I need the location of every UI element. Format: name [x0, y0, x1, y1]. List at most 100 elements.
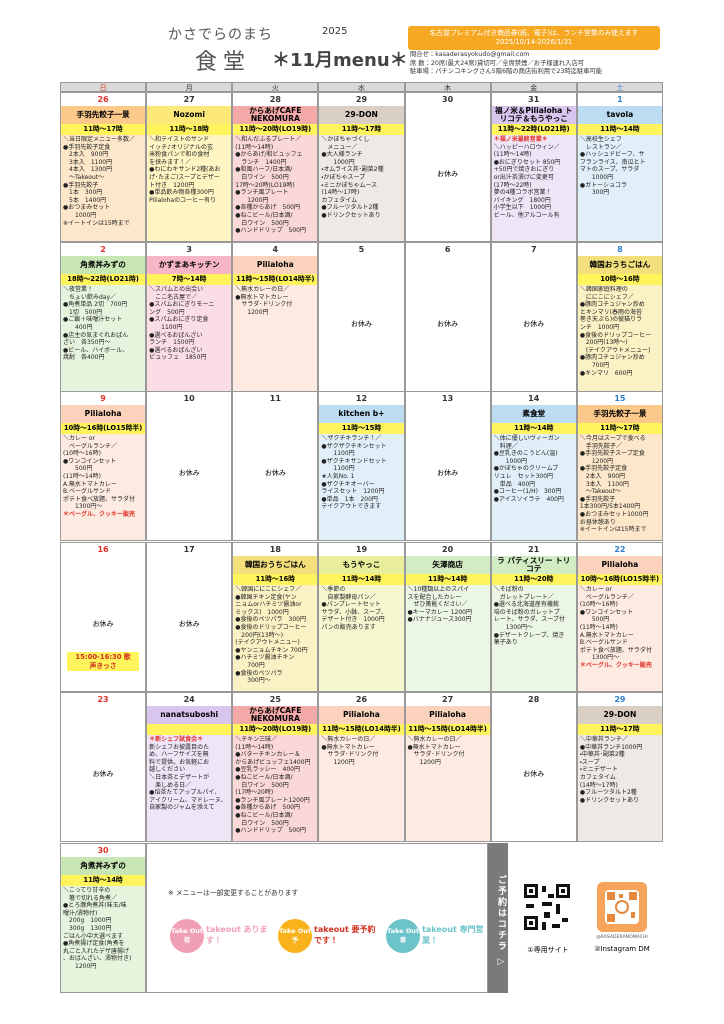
menu-line: or出汁茶漬けに変更可 — [493, 173, 554, 181]
menu-title: ＊11月menu＊ — [272, 50, 408, 71]
shop-name: nanatsuboshi — [147, 706, 232, 724]
hours: 18時～22時(LO21時) — [61, 274, 146, 285]
day-cell: 26 Pilialoha 11時～15時(LO14時半) ＼無水カレーの日／ ●無水トマ… — [318, 692, 405, 842]
menu-line: ●とろ豚角煮丼(味玉/味 — [63, 902, 127, 910]
day-cell: 22 Pilialoha 10時～16時(LO15時半) ＼カレー or ベーグルラン… — [576, 542, 663, 692]
menu-line: ●ビール、ハイボール、 — [63, 346, 129, 354]
menu-line: 300円～ — [235, 677, 271, 685]
menu-line: ミックス) 1000円 — [235, 608, 289, 616]
menu-line: ・オムライス丼･副菜2種 — [321, 166, 384, 174]
menu-line: ●ランチ風プレート1200円 — [235, 796, 310, 804]
date: 22 — [614, 545, 626, 554]
day-cell: 6 お休み — [404, 242, 491, 392]
day-cell: 30 角煮丼みずの 11時～14時 ＼こってり甘辛の 箸で切れる角煮／ ●とろ豚角煮丼(… — [60, 843, 147, 993]
menu-line: ●かぼちゃのクリームブ — [493, 465, 559, 473]
cell-background — [319, 434, 404, 540]
date: 2 — [100, 245, 106, 254]
menu-line: ここ名古屋で／ — [149, 293, 198, 301]
hours: 11時～14時 — [577, 124, 662, 135]
menu-line: ●フルーツタルト2種 — [321, 204, 379, 212]
date: 4 — [272, 245, 279, 254]
day-cell: 14 素食堂 11時～14時 ＼体に優しいヴィーガン 料理／ ●豆乳きのこうどん(温) … — [490, 391, 577, 541]
cell-background — [233, 135, 318, 241]
menu-line: ●ハンドドリップ 500円 — [235, 227, 306, 235]
menu-line: ＼そば粉の — [493, 586, 524, 593]
menu-line: ポテト食べ放題、サラダ付 — [579, 646, 652, 654]
cell-background — [405, 735, 490, 841]
date: 7 — [530, 245, 537, 254]
menu: ＼かぼちゃづくし メニュー／ ●大人様ランチ 1000円 ・オムライス丼･副菜2種・… — [321, 136, 402, 241]
menu-line: 300円 — [579, 189, 610, 197]
menu-line: ＼韓国家庭料理の — [579, 286, 628, 293]
menu-line: マトのスープ、サラダ — [579, 166, 640, 174]
cell-background — [147, 735, 232, 841]
shop-name: 福ノ米＆Pilialoha トリコテ＆もうやっこ — [491, 106, 576, 124]
cell-background — [61, 285, 146, 391]
menu-line: 1切 500円 — [63, 308, 103, 316]
menu-line: ●和風ハーフ/日本酒/ — [235, 166, 293, 174]
shop-name: Pilialoha — [233, 256, 318, 274]
menu-line: ●おつまみセット — [63, 204, 111, 212]
menu-line: ＼体に優しいヴィーガン — [493, 435, 560, 442]
menu-line: サラダ･ドリンク付 — [407, 751, 465, 759]
menu-line: ＼ザクチキランチ！／ — [321, 435, 382, 442]
menu-line: 料理／ — [493, 442, 518, 450]
menu-line: ●ドリンクセットあり — [579, 796, 640, 804]
menu-line: 白ワイン 500円 — [235, 219, 289, 227]
menu-line: +50円で焼きおにぎり — [493, 166, 555, 174]
menu-line: ・ミニかぼちゃムース — [321, 181, 378, 189]
menu-line: A.無水トマトカレー — [63, 480, 117, 488]
menu-line: 1200円 — [63, 962, 97, 970]
date: 30 — [442, 95, 454, 104]
menu-line: サラダ、小鉢、スープ、 — [321, 608, 387, 616]
badge-icon: Take Out 予 — [278, 919, 312, 953]
weekday: 水 — [318, 82, 405, 92]
cell-background — [577, 434, 662, 540]
menu-line: 3本入 1100円 — [579, 480, 629, 488]
day-cell: 24 nanatsuboshi ＊新シェフ試食会＊ 新シェフお披露目のた め、ハーフサイ… — [146, 692, 233, 842]
menu-line: ●わにわキサンド2種(あお — [149, 166, 221, 174]
menu: ＼ザクチキランチ！／ ●ザクザクチキンセット 1100円 ●ザクチキサンドセット 1… — [321, 435, 402, 540]
menu-line: 1300円～ — [493, 623, 533, 631]
menu-line: 1200円 — [407, 758, 441, 766]
hours: 11時～15時(LO14時半) — [233, 274, 318, 285]
menu-line: 単品 400円 — [493, 480, 536, 488]
shop-name: 素食堂 — [491, 405, 576, 423]
shop-name: Pilialoha — [61, 405, 146, 423]
date: 31 — [528, 95, 540, 104]
day-cell: 27 Nozomi 11時～18時 ＼和テイストのサンド イッチ♪オリジナルの玄 米粉食パ… — [146, 92, 233, 242]
menu: ＼スパムとの出会い ここ名古屋で／ ●スパムおにぎりモーニ ング 500円 ●スパムお… — [149, 286, 230, 391]
day-cell: 18 韓国おうちごはん 11時～16時 ＼韓国ににこにシェフ／ ●韓国チキン定食(ヤンニ… — [232, 542, 319, 692]
closed: お休み — [437, 468, 459, 477]
closed: お休み — [437, 169, 459, 178]
menu-line: 300g 1300円 — [63, 924, 112, 932]
menu-line: 、おばんざい、漬物付き) — [63, 955, 132, 963]
day-cell: 30 お休み — [404, 92, 491, 242]
info-line: 席 数：20席(最大24席)貸切可／全席禁煙／お子様連れ入店可 — [410, 59, 585, 67]
menu-line: ●食後のドリップコーヒー — [235, 623, 307, 631]
menu-line: ●各種からあげ 500円 — [235, 804, 300, 812]
menu-line: ＼高校生シェフ — [579, 136, 622, 143]
weekday: 月 — [146, 82, 233, 92]
date: 12 — [355, 394, 368, 403]
menu-line: ＼チキン三昧／ — [235, 736, 278, 743]
menu-line: イッチ♪オリジナルの玄 — [149, 143, 213, 151]
shop-name: もうやっこ — [319, 556, 404, 574]
menu-line: 自家製酵母パン／ — [321, 593, 376, 601]
menu-line: ●ねこビール/日本酒/ — [235, 211, 293, 219]
cell-background — [61, 135, 146, 241]
menu-line: ●中華丼ランチ1000円 — [579, 743, 643, 751]
menu-line: ●選べる北海道産有機栽 — [493, 601, 559, 609]
menu: ＼季節の 自家製酵母パン／ ●パンプレートセット サラダ、小鉢、スープ、 デザート付き… — [321, 586, 402, 691]
day-cell: 13 お休み — [404, 391, 491, 541]
date: 13 — [442, 394, 454, 403]
menu-line: ●おつまみセット1000円 — [579, 510, 649, 518]
date: 20 — [442, 545, 454, 554]
cell-background — [491, 135, 576, 241]
closed: お休み — [350, 319, 372, 328]
menu-line: ●ヤンニョムチキン 700円 — [235, 646, 308, 654]
shop-name: からあげCAFE NEKOMURA — [233, 706, 318, 724]
menu-line: ・スープ — [579, 758, 600, 766]
menu-line: ●食後のペツパラ 300円 — [235, 616, 306, 624]
menu: ＼和んだふるプレート／ (11時～14時) ●からあげ/和ビュッフェ ランチ 140… — [235, 136, 316, 241]
